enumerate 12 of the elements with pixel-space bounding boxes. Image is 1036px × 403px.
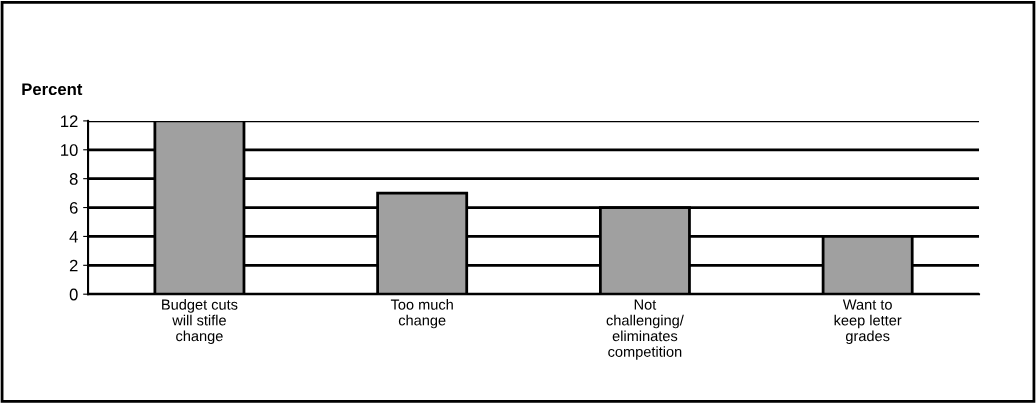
y-axis-title: Percent [22,83,83,96]
y-tick-label: 8 [69,173,78,185]
y-tick-label: 2 [69,259,78,272]
x-tick-label: Budget cuts will stifle change [162,299,238,345]
x-tick-label: Too much change [390,299,453,329]
x-tick-label: Want to keep letter grades [834,299,902,345]
y-tick-label: 6 [69,201,78,214]
x-tick-label: Not challenging/ eliminates competition [606,299,684,360]
y-tick-label: 4 [69,231,78,243]
y-tick-label: 0 [69,288,78,301]
y-tick-label: 10 [61,144,78,156]
y-tick-label: 12 [61,115,78,127]
